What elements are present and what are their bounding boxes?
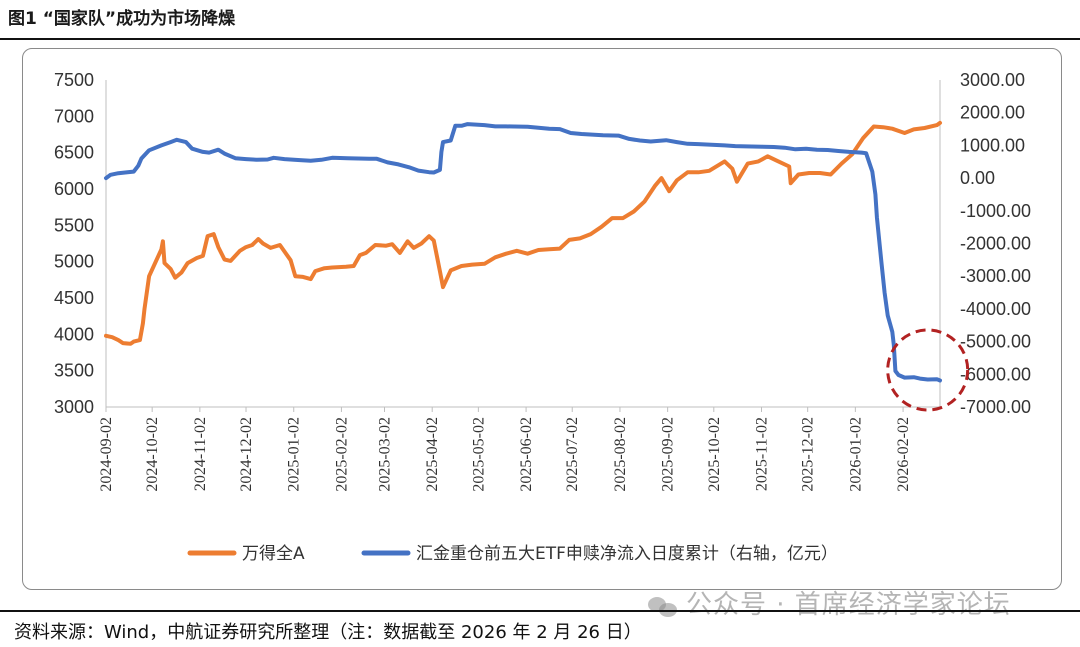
- chart-legend: 万得全A 汇金重仓前五大ETF申赎净流入日度累计（右轴，亿元）: [187, 544, 838, 564]
- x-tick-label: 2025-07-02: [564, 417, 581, 492]
- series-line-etf-net-inflow: [104, 122, 942, 383]
- highlight-circle: [886, 328, 970, 412]
- x-tick-label: 2025-06-02: [518, 417, 535, 492]
- watermark: 公众号 · 首席经济学家论坛: [648, 584, 1011, 621]
- x-tick-label: 2025-10-02: [706, 417, 723, 492]
- chart-annotations: [886, 328, 970, 412]
- y-right-tick-label: -5000.00: [960, 332, 1031, 352]
- x-tick-label: 2026-01-02: [847, 417, 864, 492]
- series-line-wind-all-a: [104, 120, 942, 346]
- x-tick-label: 2025-03-02: [377, 417, 394, 492]
- watermark-text: 公众号 · 首席经济学家论坛: [686, 590, 1011, 620]
- x-tick-label: 2024-12-02: [238, 417, 255, 492]
- bottom-rule: [0, 610, 1080, 612]
- y-right-tick-label: -1000.00: [960, 201, 1031, 221]
- y-right-tick-label: 3000.00: [960, 70, 1025, 90]
- x-tick-label: 2024-09-02: [98, 417, 115, 492]
- x-tick-label: 2025-09-02: [660, 417, 677, 492]
- y-left-tick-label: 3000: [54, 397, 94, 417]
- top-rule: [0, 38, 1080, 40]
- x-tick-label: 2025-11-02: [754, 417, 771, 491]
- y-right-tick-label: 1000.00: [960, 135, 1025, 155]
- x-tick-label: 2026-02-02: [895, 417, 912, 492]
- y-right-tick-label: 0.00: [960, 168, 995, 188]
- chart-svg: 3000 3500 4000 4500 5000 5500 6000 6500 7000 7500…: [54, 70, 1031, 564]
- chart-lines: [104, 120, 942, 383]
- x-tick-label: 2025-05-02: [470, 417, 487, 492]
- y-right-tick-label: -6000.00: [960, 364, 1031, 384]
- y-right-tick-label: 2000.00: [960, 103, 1025, 123]
- figure-title: 图1 “国家队”成功为市场降燥: [8, 9, 236, 29]
- legend-label: 万得全A: [242, 544, 305, 564]
- y-left-tick-label: 5000: [54, 252, 94, 272]
- x-tick-label: 2025-08-02: [612, 417, 629, 492]
- x-tick-label: 2025-12-02: [800, 417, 817, 492]
- y-right-tick-label: -7000.00: [960, 397, 1031, 417]
- y-left-tick-label: 7500: [54, 70, 94, 90]
- x-tick-label: 2024-11-02: [192, 417, 209, 491]
- y-left-tick-label: 3500: [54, 361, 94, 381]
- y-right-tick-label: -4000.00: [960, 299, 1031, 319]
- chart-axes: 3000 3500 4000 4500 5000 5500 6000 6500 7000 7500…: [54, 70, 1031, 492]
- legend-label: 汇金重仓前五大ETF申赎净流入日度累计（右轴，亿元）: [416, 544, 838, 564]
- y-left-tick-label: 4000: [54, 324, 94, 344]
- x-tick-label: 2024-10-02: [144, 417, 161, 492]
- source-note: 资料来源：Wind，中航证券研究所整理（注：数据截至 2026 年 2 月 26…: [14, 622, 642, 643]
- chart-frame: [22, 48, 1062, 590]
- y-left-tick-label: 7000: [54, 106, 94, 126]
- y-left-tick-label: 4500: [54, 288, 94, 308]
- y-right-tick-label: -2000.00: [960, 234, 1031, 254]
- x-tick-label: 2025-02-02: [333, 417, 350, 492]
- wechat-icon: [648, 595, 678, 617]
- y-right-tick-label: -3000.00: [960, 266, 1031, 286]
- x-tick-label: 2025-01-02: [286, 417, 303, 492]
- y-left-tick-label: 5500: [54, 215, 94, 235]
- x-tick-label: 2025-04-02: [424, 417, 441, 492]
- y-left-tick-label: 6000: [54, 179, 94, 199]
- y-left-tick-label: 6500: [54, 143, 94, 163]
